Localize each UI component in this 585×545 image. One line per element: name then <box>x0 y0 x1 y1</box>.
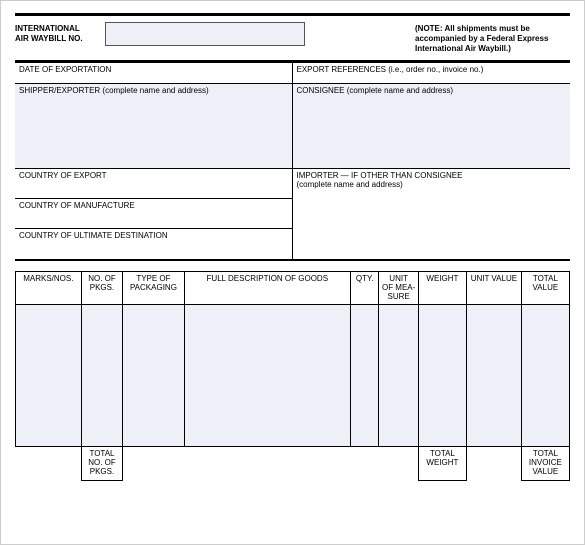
spacer <box>15 261 570 271</box>
header-note: (NOTE: All shipments must be accompanied… <box>415 22 570 54</box>
cell-type-packaging[interactable] <box>123 304 184 446</box>
label-export-references: EXPORT REFERENCES (i.e., order no., invo… <box>297 65 484 74</box>
field-country-export[interactable]: COUNTRY OF EXPORT <box>15 169 292 199</box>
cell-no-pkgs[interactable] <box>81 304 123 446</box>
foot-total-pkgs: TOTAL NO. OF PKGS. <box>81 446 123 480</box>
field-country-manufacture[interactable]: COUNTRY OF MANUFACTURE <box>15 199 292 229</box>
foot-total-pkgs-l2: NO. OF <box>88 458 116 467</box>
foot-total-weight-l2: WEIGHT <box>426 458 458 467</box>
cell-weight[interactable] <box>418 304 466 446</box>
foot-blank-5 <box>379 446 418 480</box>
country-left-column: COUNTRY OF EXPORT COUNTRY OF MANUFACTURE… <box>15 169 293 259</box>
field-shipper[interactable]: SHIPPER/EXPORTER (complete name and addr… <box>15 84 293 168</box>
col-type-pkg-l1: TYPE OF <box>136 274 170 283</box>
row-countries-importer: COUNTRY OF EXPORT COUNTRY OF MANUFACTURE… <box>15 169 570 261</box>
field-export-references[interactable]: EXPORT REFERENCES (i.e., order no., invo… <box>293 63 571 83</box>
label-date-of-exportation: DATE OF EXPORTATION <box>19 65 111 74</box>
foot-total-invoice: TOTAL INVOICE VALUE <box>521 446 569 480</box>
cell-total-value[interactable] <box>521 304 569 446</box>
foot-total-pkgs-l3: PKGS. <box>90 467 114 476</box>
foot-total-pkgs-l1: TOTAL <box>89 449 114 458</box>
col-no-pkgs-l1: NO. OF <box>88 274 116 283</box>
top-rule <box>15 13 570 16</box>
col-type-packaging: TYPE OF PACKAGING <box>123 272 184 305</box>
awb-label: INTERNATIONAL AIR WAYBILL NO. <box>15 22 105 43</box>
col-total-value: TOTAL VALUE <box>521 272 569 305</box>
field-importer[interactable]: IMPORTER — IF OTHER THAN CONSIGNEE (comp… <box>293 169 571 259</box>
cell-qty[interactable] <box>350 304 378 446</box>
air-waybill-form: INTERNATIONAL AIR WAYBILL NO. (NOTE: All… <box>0 0 585 545</box>
foot-blank-3 <box>184 446 350 480</box>
foot-total-invoice-l2: INVOICE <box>529 458 562 467</box>
field-country-destination[interactable]: COUNTRY OF ULTIMATE DESTINATION <box>15 229 292 259</box>
label-shipper: SHIPPER/EXPORTER (complete name and addr… <box>19 86 209 95</box>
items-footer-row: TOTAL NO. OF PKGS. TOTAL WEIGHT TOTAL IN… <box>16 446 570 480</box>
col-unit-value: UNIT VALUE <box>467 272 522 305</box>
row-shipper-consignee: SHIPPER/EXPORTER (complete name and addr… <box>15 84 570 169</box>
foot-blank-1 <box>16 446 82 480</box>
cell-marks[interactable] <box>16 304 82 446</box>
items-body-row[interactable] <box>16 304 570 446</box>
items-header-row: MARKS/NOS. NO. OF PKGS. TYPE OF PACKAGIN… <box>16 272 570 305</box>
foot-total-invoice-l1: TOTAL <box>533 449 558 458</box>
field-date-of-exportation[interactable]: DATE OF EXPORTATION <box>15 63 293 83</box>
label-consignee: CONSIGNEE (complete name and address) <box>297 86 454 95</box>
col-description: FULL DESCRIPTION OF GOODS <box>184 272 350 305</box>
cell-unit-value[interactable] <box>467 304 522 446</box>
label-country-export: COUNTRY OF EXPORT <box>19 171 107 180</box>
col-no-pkgs: NO. OF PKGS. <box>81 272 123 305</box>
col-type-pkg-l2: PACKAGING <box>130 283 177 292</box>
col-qty: QTY. <box>350 272 378 305</box>
foot-total-invoice-l3: VALUE <box>533 467 559 476</box>
awb-number-input[interactable] <box>105 22 305 46</box>
col-uom: UNIT OF MEA- SURE <box>379 272 418 305</box>
label-country-manufacture: COUNTRY OF MANUFACTURE <box>19 201 135 210</box>
col-uom-l2: OF MEA- <box>382 283 415 292</box>
awb-label-line2: AIR WAYBILL NO. <box>15 34 83 43</box>
col-uom-l1: UNIT <box>389 274 408 283</box>
label-importer-line1: IMPORTER — IF OTHER THAN CONSIGNEE <box>297 171 463 180</box>
row-date-exportrefs: DATE OF EXPORTATION EXPORT REFERENCES (i… <box>15 63 570 84</box>
col-marks: MARKS/NOS. <box>16 272 82 305</box>
foot-blank-6 <box>467 446 522 480</box>
label-country-destination: COUNTRY OF ULTIMATE DESTINATION <box>19 231 168 240</box>
label-importer-line2: (complete name and address) <box>297 180 403 189</box>
field-consignee[interactable]: CONSIGNEE (complete name and address) <box>293 84 571 168</box>
col-uom-l3: SURE <box>388 292 410 301</box>
foot-total-weight: TOTAL WEIGHT <box>418 446 466 480</box>
header-row: INTERNATIONAL AIR WAYBILL NO. (NOTE: All… <box>15 18 570 63</box>
col-total-value-l2: VALUE <box>533 283 559 292</box>
foot-blank-4 <box>350 446 378 480</box>
foot-blank-2 <box>123 446 184 480</box>
awb-label-line1: INTERNATIONAL <box>15 24 80 33</box>
cell-description[interactable] <box>184 304 350 446</box>
items-table: MARKS/NOS. NO. OF PKGS. TYPE OF PACKAGIN… <box>15 271 570 481</box>
col-no-pkgs-l2: PKGS. <box>90 283 114 292</box>
col-weight: WEIGHT <box>418 272 466 305</box>
foot-total-weight-l1: TOTAL <box>430 449 455 458</box>
cell-uom[interactable] <box>379 304 418 446</box>
col-total-value-l1: TOTAL <box>533 274 558 283</box>
